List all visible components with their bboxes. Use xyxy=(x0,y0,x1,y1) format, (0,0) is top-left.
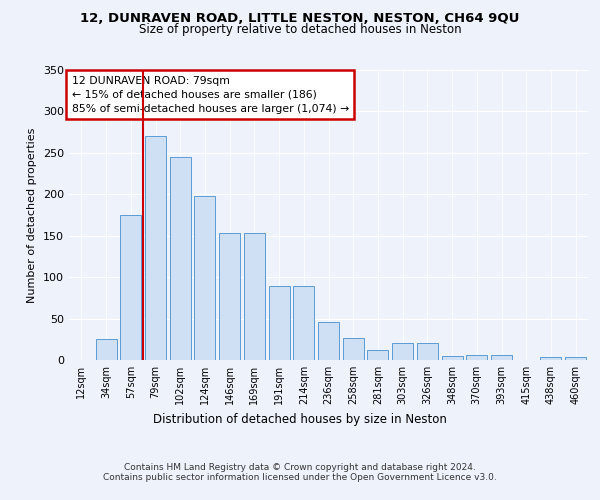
Bar xyxy=(269,286,290,360)
Bar xyxy=(541,356,562,360)
Text: 12, DUNRAVEN ROAD, LITTLE NESTON, NESTON, CH64 9QU: 12, DUNRAVEN ROAD, LITTLE NESTON, NESTON… xyxy=(80,12,520,26)
Bar xyxy=(417,342,438,360)
Text: Size of property relative to detached houses in Neston: Size of property relative to detached ho… xyxy=(139,24,461,36)
Bar xyxy=(219,233,240,360)
Bar xyxy=(170,157,191,360)
Bar xyxy=(491,355,512,360)
Bar xyxy=(367,350,388,360)
Bar xyxy=(244,233,265,360)
Bar xyxy=(565,356,586,360)
Y-axis label: Number of detached properties: Number of detached properties xyxy=(28,128,37,302)
Bar xyxy=(392,342,413,360)
Bar xyxy=(120,215,141,360)
Text: Contains HM Land Registry data © Crown copyright and database right 2024.
Contai: Contains HM Land Registry data © Crown c… xyxy=(103,462,497,482)
Bar xyxy=(442,356,463,360)
Bar xyxy=(145,136,166,360)
Text: 12 DUNRAVEN ROAD: 79sqm
← 15% of detached houses are smaller (186)
85% of semi-d: 12 DUNRAVEN ROAD: 79sqm ← 15% of detache… xyxy=(71,76,349,114)
Bar xyxy=(194,196,215,360)
Bar xyxy=(343,338,364,360)
Bar xyxy=(318,322,339,360)
Text: Distribution of detached houses by size in Neston: Distribution of detached houses by size … xyxy=(153,412,447,426)
Bar xyxy=(293,286,314,360)
Bar xyxy=(466,355,487,360)
Bar xyxy=(95,340,116,360)
